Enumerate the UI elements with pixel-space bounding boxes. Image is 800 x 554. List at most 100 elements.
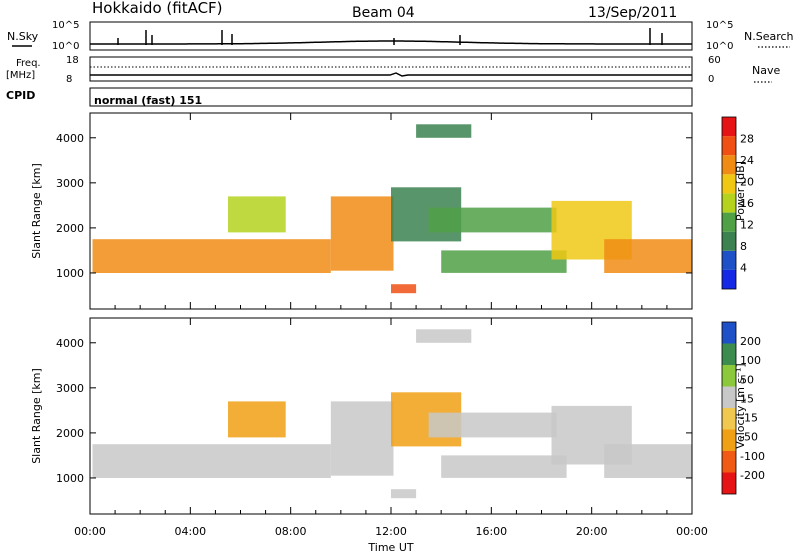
velocity-colorbar-tick: -100 xyxy=(740,450,765,463)
freq-label: Freq. xyxy=(16,58,41,69)
power-colorbar-segment xyxy=(722,174,736,194)
velocity-colorbar-tick: 100 xyxy=(740,354,761,367)
y-tick-label: 3000 xyxy=(56,177,84,190)
power-colorbar-segment xyxy=(722,193,736,213)
date-title: 13/Sep/2011 xyxy=(588,5,677,21)
freq-unit: [MHz] xyxy=(6,70,35,81)
velocity-echo-region xyxy=(441,455,567,478)
beam-title: Beam 04 xyxy=(352,5,415,21)
nsky-frame xyxy=(89,21,693,51)
power-colorbar-frame xyxy=(721,116,737,290)
nsky-trace xyxy=(90,28,692,45)
freq-panel: Freq. [MHz] 18 8 60 0 Nave xyxy=(6,55,780,85)
x-tick-label: 20:00 xyxy=(576,525,608,538)
velocity-colorbar-segment xyxy=(722,386,736,408)
velocity-echo-region xyxy=(428,412,557,438)
power-yaxis: 1000 2000 3000 4000 xyxy=(56,132,692,280)
velocity-colorbar-segment xyxy=(722,322,736,344)
velocity-colorbar-tick: 200 xyxy=(740,335,761,348)
power-colorbar-segment xyxy=(722,231,736,251)
power-colorbar-tick: 4 xyxy=(740,262,747,275)
nsky-line xyxy=(90,40,692,45)
power-echo-region xyxy=(92,239,331,273)
velocity-echo-region xyxy=(416,329,472,343)
station-title: Hokkaido (fitACF) xyxy=(92,0,223,17)
velocity-panel: 1000 2000 3000 4000 Slant Range [km] -200 -1… xyxy=(30,317,765,515)
nsearch-tick-high: 10^5 xyxy=(706,20,733,31)
freq-trace xyxy=(90,72,692,77)
power-panel: 1000 2000 3000 4000 Slant Range [km] 4 8 12 16… xyxy=(30,112,754,310)
nsearch-tick-low: 10^0 xyxy=(706,41,733,52)
velocity-colorbar-tick: -50 xyxy=(740,431,758,444)
velocity-colorbar-segment xyxy=(722,343,736,365)
freq-tick-high: 18 xyxy=(66,55,79,66)
power-colorbar-segment xyxy=(722,250,736,270)
velocity-echo-region xyxy=(330,401,394,476)
velocity-colorbar-segment xyxy=(722,365,736,387)
y-tick-label: 3000 xyxy=(56,382,84,395)
power-colorbar-tick: 12 xyxy=(740,219,754,232)
power-colorbar-tick: 8 xyxy=(740,240,747,253)
power-ylabel: Slant Range [km] xyxy=(30,163,43,259)
power-colorbar-tick: 24 xyxy=(740,154,754,167)
power-colorbar-segment xyxy=(722,212,736,232)
y-tick-label: 4000 xyxy=(56,337,84,350)
power-echo-region xyxy=(428,207,557,233)
velocity-colorbar-segment xyxy=(722,429,736,451)
velocity-echo-region xyxy=(604,444,692,478)
y-tick-label: 2000 xyxy=(56,222,84,235)
cpid-label: CPID xyxy=(6,89,35,102)
velocity-colorbar-segment xyxy=(722,472,736,494)
power-colorbar-tick: 16 xyxy=(740,197,754,210)
nsky-tick-high: 10^5 xyxy=(52,20,79,31)
power-colorbar-segment xyxy=(722,269,736,289)
x-tick-label: 12:00 xyxy=(375,525,407,538)
time-axis-label: Time UT xyxy=(367,541,413,554)
nsearch-label: N.Search xyxy=(744,30,794,43)
power-data xyxy=(92,124,692,294)
nave-tick-high: 60 xyxy=(708,55,721,66)
cpid-frame xyxy=(89,87,693,107)
velocity-colorbar-tick: 50 xyxy=(740,373,754,386)
velocity-echo-region xyxy=(391,489,417,499)
nsky-panel: N.Sky 10^5 10^0 10^5 10^0 N.Search xyxy=(7,20,794,52)
y-tick-label: 1000 xyxy=(56,472,84,485)
power-echo-region xyxy=(441,250,567,273)
power-echo-region xyxy=(391,284,417,294)
velocity-echo-region xyxy=(228,401,286,438)
velocity-data xyxy=(92,329,692,499)
power-colorbar-tick: 20 xyxy=(740,176,754,189)
cpid-panel: CPID normal (fast) 151 xyxy=(6,87,693,107)
power-echo-region xyxy=(604,239,692,273)
velocity-ylabel: Slant Range [km] xyxy=(30,368,43,464)
nsky-label: N.Sky xyxy=(7,30,39,43)
x-tick-label: 04:00 xyxy=(174,525,206,538)
power-colorbar-segment xyxy=(722,136,736,156)
freq-frame xyxy=(89,56,693,82)
velocity-colorbar-tick: -15 xyxy=(740,412,758,425)
x-tick-label: 08:00 xyxy=(275,525,307,538)
y-tick-label: 1000 xyxy=(56,267,84,280)
y-tick-label: 4000 xyxy=(56,132,84,145)
x-tick-label: 00:00 xyxy=(74,525,106,538)
cpid-value: normal (fast) 151 xyxy=(94,94,202,107)
power-colorbar: 4 8 12 16 20 24 28 xyxy=(721,116,754,290)
power-colorbar-segment xyxy=(722,155,736,175)
freq-tick-low: 8 xyxy=(66,74,72,85)
velocity-colorbar-segment xyxy=(722,451,736,473)
power-echo-region xyxy=(330,196,394,271)
velocity-colorbar-label: Velocity [m s⁻¹] xyxy=(734,363,747,448)
velocity-colorbar-segment xyxy=(722,408,736,430)
nave-label: Nave xyxy=(752,64,780,77)
power-echo-region xyxy=(228,196,286,233)
power-colorbar-segment xyxy=(722,117,736,137)
nsky-tick-low: 10^0 xyxy=(52,41,79,52)
velocity-colorbar-tick: 15 xyxy=(740,392,754,405)
power-colorbar-tick: 28 xyxy=(740,133,754,146)
velocity-colorbar: -200 -100 -50 -15 15 50 100 200 xyxy=(721,321,765,495)
velocity-colorbar-tick: -200 xyxy=(740,469,765,482)
nave-tick-low: 0 xyxy=(708,74,714,85)
x-tick-label: 00:00 xyxy=(676,525,708,538)
power-colorbar-label: Power [dB] xyxy=(734,161,747,221)
